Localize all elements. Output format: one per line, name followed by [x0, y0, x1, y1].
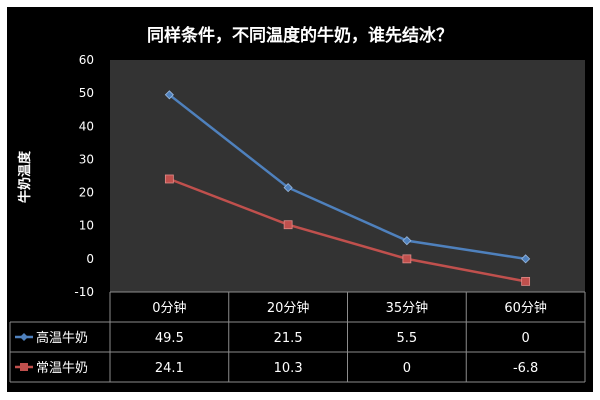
chart-title: 同样条件，不同温度的牛奶，谁先结冰？	[147, 25, 453, 46]
series-name: 常温牛奶	[36, 361, 88, 376]
series-name: 高温牛奶	[36, 330, 88, 346]
y-tick-label: 50	[79, 86, 94, 100]
series-1-point	[164, 90, 174, 100]
data-value-cell: 10.3	[274, 361, 303, 376]
y-tick-label: 20	[79, 186, 94, 200]
series-line-2	[168, 177, 526, 283]
legend-key-marker	[20, 363, 28, 371]
y-tick-label: -10	[74, 285, 94, 299]
y-tick-label: 10	[79, 219, 94, 233]
series-2-point	[402, 254, 412, 264]
series-1-point	[402, 236, 412, 246]
y-axis-label: 牛奶温度	[17, 150, 33, 203]
y-tick-label: 30	[79, 152, 94, 166]
data-value-cell: 24.1	[155, 361, 184, 376]
y-tick-label: 0	[86, 252, 94, 266]
data-value-cell: -6.8	[513, 361, 538, 376]
chart-frame: 同样条件，不同温度的牛奶，谁先结冰？ 牛奶温度 60 50 40 30 20 10 0 -10…	[7, 7, 593, 392]
legend-key-marker	[20, 333, 28, 341]
data-value-cell: 5.5	[397, 331, 418, 346]
data-value-cell: 21.5	[274, 331, 303, 346]
y-tick-label: 40	[79, 119, 94, 133]
data-value-cell: 0	[403, 361, 411, 376]
y-tick-label: 60	[79, 53, 94, 67]
category-label: 0分钟	[152, 300, 186, 316]
series-1-point	[521, 254, 531, 264]
series-2-point	[283, 220, 293, 230]
category-label: 20分钟	[267, 300, 310, 316]
category-label: 60分钟	[504, 300, 547, 316]
series-line-1	[168, 93, 526, 261]
category-label: 35分钟	[386, 300, 429, 316]
chart-svg: 同样条件，不同温度的牛奶，谁先结冰？ 牛奶温度 60 50 40 30 20 10 0 -10…	[9, 25, 586, 383]
data-value-cell: 49.5	[155, 331, 184, 346]
series-2-point	[521, 276, 531, 286]
plot-area-group: 60 50 40 30 20 10 0 -10	[74, 53, 585, 299]
series-1-point	[283, 183, 293, 193]
series-2-point	[164, 174, 174, 184]
plot-area	[110, 60, 585, 292]
data-value-cell: 0	[521, 331, 529, 346]
